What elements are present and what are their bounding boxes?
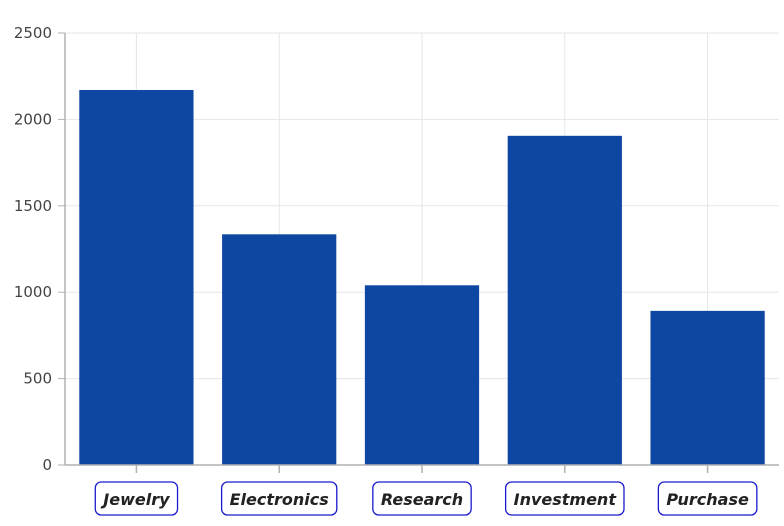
x-tick-label-box bbox=[504, 481, 625, 516]
bar-research bbox=[364, 285, 480, 465]
x-tick-label: Jewelry bbox=[100, 490, 170, 509]
bar-electronics bbox=[222, 234, 337, 465]
y-tick-label: 1000 bbox=[14, 283, 52, 301]
y-axis-ticks: 0 500 1000 1500 2000 2500 bbox=[14, 24, 65, 474]
x-tick-label-box bbox=[372, 481, 472, 516]
bar-investment bbox=[507, 135, 622, 466]
x-tick-label-box bbox=[94, 481, 179, 516]
y-tick-label: 2000 bbox=[14, 110, 52, 128]
y-tick-label: 2500 bbox=[14, 24, 52, 42]
bars bbox=[79, 90, 765, 466]
y-tick-label: 1500 bbox=[14, 197, 52, 215]
y-tick-label: 500 bbox=[23, 370, 52, 388]
x-tick-label: Research bbox=[381, 490, 463, 509]
bar-jewelry bbox=[79, 90, 194, 466]
x-tick-label-box bbox=[657, 481, 758, 516]
x-tick-label: Electronics bbox=[230, 490, 329, 509]
x-tick-label: Investment bbox=[514, 490, 618, 509]
x-tick-label-box bbox=[220, 481, 338, 516]
x-axis-ticks: Jewelry Electronics Research Investment Purc… bbox=[94, 465, 758, 516]
x-tick-label: Purchase bbox=[666, 490, 749, 509]
y-tick-label: 0 bbox=[42, 456, 52, 474]
bar-purchase bbox=[650, 310, 765, 465]
